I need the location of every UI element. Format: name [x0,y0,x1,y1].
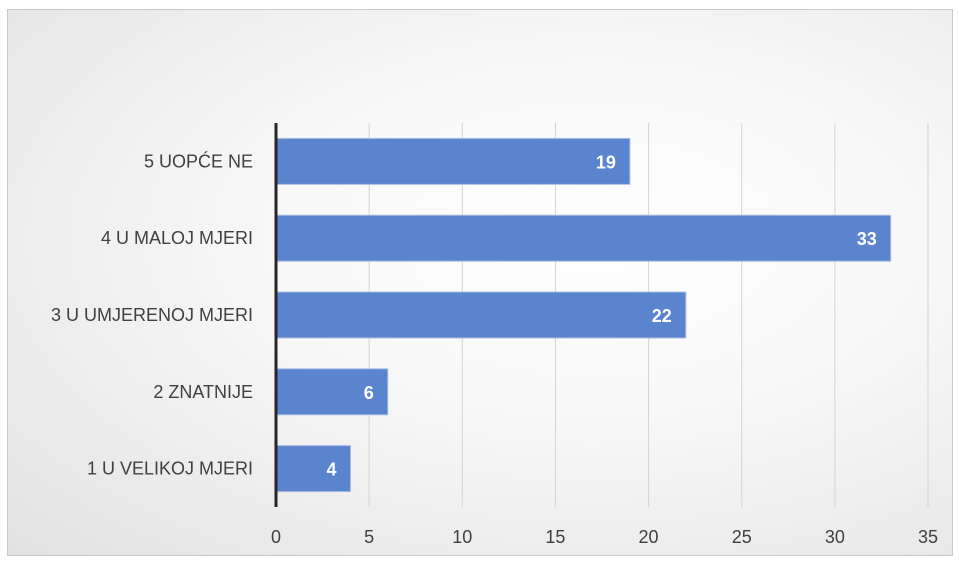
x-tick-label: 0 [271,527,281,547]
x-tick-label: 5 [364,527,374,547]
data-label: 19 [596,152,616,172]
x-tick-label: 20 [639,527,659,547]
data-label: 4 [326,460,336,480]
bar [275,291,687,339]
x-tick-label: 35 [918,527,938,547]
category-label: 2 ZNATNIJE [153,382,253,402]
data-label: 6 [364,383,374,403]
x-tick-label: 15 [545,527,565,547]
chart-area [7,9,953,556]
bar [275,445,352,493]
bar [275,214,892,262]
category-label: 3 U UMJERENOJ MJERI [51,305,253,325]
x-tick-label: 25 [732,527,752,547]
data-label: 33 [857,229,877,249]
category-label: 1 U VELIKOJ MJERI [87,459,253,479]
x-tick-label: 30 [825,527,845,547]
bar [275,368,389,416]
category-label: 4 U MALOJ MJERI [101,228,253,248]
bar [275,137,631,185]
category-label: 5 UOPĆE NE [144,150,253,171]
data-label: 22 [652,306,672,326]
x-tick-label: 10 [452,527,472,547]
